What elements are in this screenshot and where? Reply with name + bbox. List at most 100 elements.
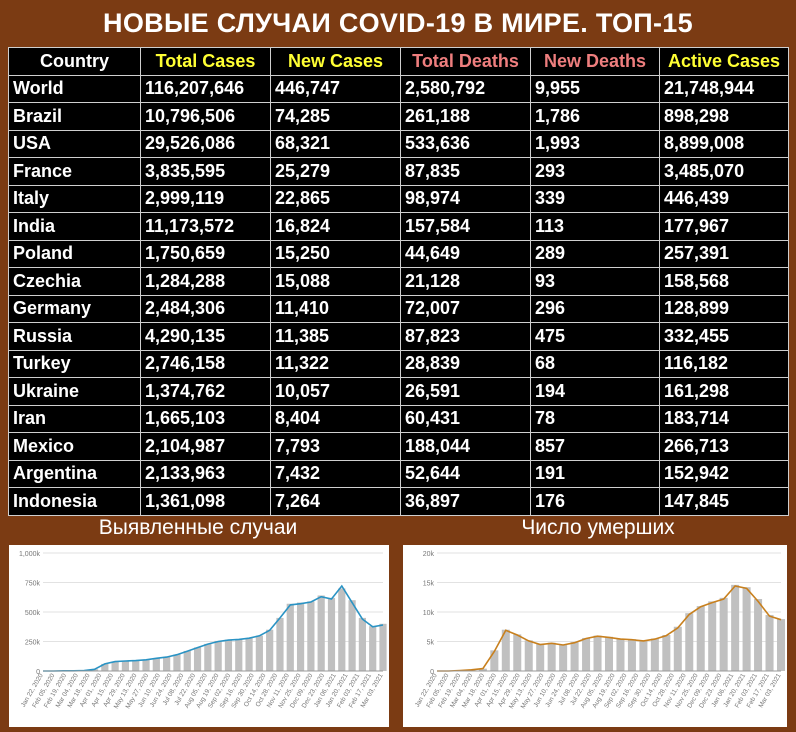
daily-bar — [379, 624, 386, 671]
value-cell: 177,967 — [660, 213, 789, 241]
value-cell: 2,484,306 — [141, 295, 271, 323]
daily-bar — [628, 639, 636, 671]
value-cell: 266,713 — [660, 433, 789, 461]
value-cell: 29,526,086 — [141, 130, 271, 158]
value-cell: 7,264 — [271, 488, 401, 516]
daily-bar — [142, 660, 149, 671]
column-header: Total Deaths — [401, 48, 531, 76]
value-cell: 261,188 — [401, 103, 531, 131]
value-cell: 78 — [531, 405, 660, 433]
daily-bar — [163, 657, 170, 671]
daily-bar — [754, 599, 762, 671]
value-cell: 332,455 — [660, 323, 789, 351]
country-cell: Turkey — [9, 350, 141, 378]
daily-bar — [204, 644, 211, 671]
value-cell: 116,207,646 — [141, 75, 271, 103]
cases-chart-title: Выявленные случаи — [0, 513, 396, 543]
daily-bar — [245, 638, 252, 671]
country-cell: India — [9, 213, 141, 241]
daily-bar — [153, 658, 160, 671]
value-cell: 10,796,506 — [141, 103, 271, 131]
daily-bar — [731, 585, 739, 671]
value-cell: 157,584 — [401, 213, 531, 241]
value-cell: 60,431 — [401, 405, 531, 433]
daily-bar — [184, 651, 191, 671]
daily-bar — [697, 606, 705, 671]
value-cell: 98,974 — [401, 185, 531, 213]
daily-bar — [490, 650, 498, 671]
value-cell: 8,899,008 — [660, 130, 789, 158]
value-cell: 87,835 — [401, 158, 531, 186]
column-header: Active Cases — [660, 48, 789, 76]
daily-bar — [605, 637, 613, 671]
country-cell: USA — [9, 130, 141, 158]
value-cell: 9,955 — [531, 75, 660, 103]
value-cell: 289 — [531, 240, 660, 268]
country-cell: Mexico — [9, 433, 141, 461]
value-cell: 2,999,119 — [141, 185, 271, 213]
daily-bar — [266, 630, 273, 671]
daily-bar — [132, 660, 139, 671]
value-cell: 116,182 — [660, 350, 789, 378]
value-cell: 339 — [531, 185, 660, 213]
daily-bar — [720, 598, 728, 671]
value-cell: 1,665,103 — [141, 405, 271, 433]
value-cell: 2,133,963 — [141, 460, 271, 488]
country-cell: Russia — [9, 323, 141, 351]
daily-bar — [318, 595, 325, 671]
daily-bar — [571, 642, 579, 671]
daily-bar — [559, 644, 567, 671]
value-cell: 7,432 — [271, 460, 401, 488]
country-cell: Ukraine — [9, 378, 141, 406]
daily-bar — [359, 618, 366, 671]
deaths-chart-title: Число умерших — [400, 513, 796, 543]
daily-bar — [766, 615, 774, 671]
value-cell: 26,591 — [401, 378, 531, 406]
value-cell: 11,410 — [271, 295, 401, 323]
country-cell: Brazil — [9, 103, 141, 131]
value-cell: 2,104,987 — [141, 433, 271, 461]
daily-bar — [328, 598, 335, 671]
value-cell: 11,322 — [271, 350, 401, 378]
country-cell: Iran — [9, 405, 141, 433]
daily-bar — [173, 654, 180, 671]
daily-bar — [582, 638, 590, 671]
value-cell: 296 — [531, 295, 660, 323]
value-cell: 22,865 — [271, 185, 401, 213]
value-cell: 176 — [531, 488, 660, 516]
country-cell: Czechia — [9, 268, 141, 296]
value-cell: 857 — [531, 433, 660, 461]
value-cell: 11,173,572 — [141, 213, 271, 241]
value-cell: 68 — [531, 350, 660, 378]
daily-bar — [256, 636, 263, 671]
daily-bar — [307, 601, 314, 671]
daily-bar — [513, 634, 521, 671]
value-cell: 25,279 — [271, 158, 401, 186]
daily-bar — [369, 626, 376, 671]
daily-bar — [525, 640, 533, 671]
column-header: Country — [9, 48, 141, 76]
daily-bar — [639, 640, 647, 671]
value-cell: 1,786 — [531, 103, 660, 131]
y-tick-label: 1,000k — [19, 551, 41, 558]
daily-bar — [122, 661, 129, 671]
value-cell: 1,361,098 — [141, 488, 271, 516]
value-cell: 188,044 — [401, 433, 531, 461]
daily-bar — [651, 639, 659, 671]
daily-bar — [276, 618, 283, 671]
value-cell: 7,793 — [271, 433, 401, 461]
value-cell: 2,746,158 — [141, 350, 271, 378]
